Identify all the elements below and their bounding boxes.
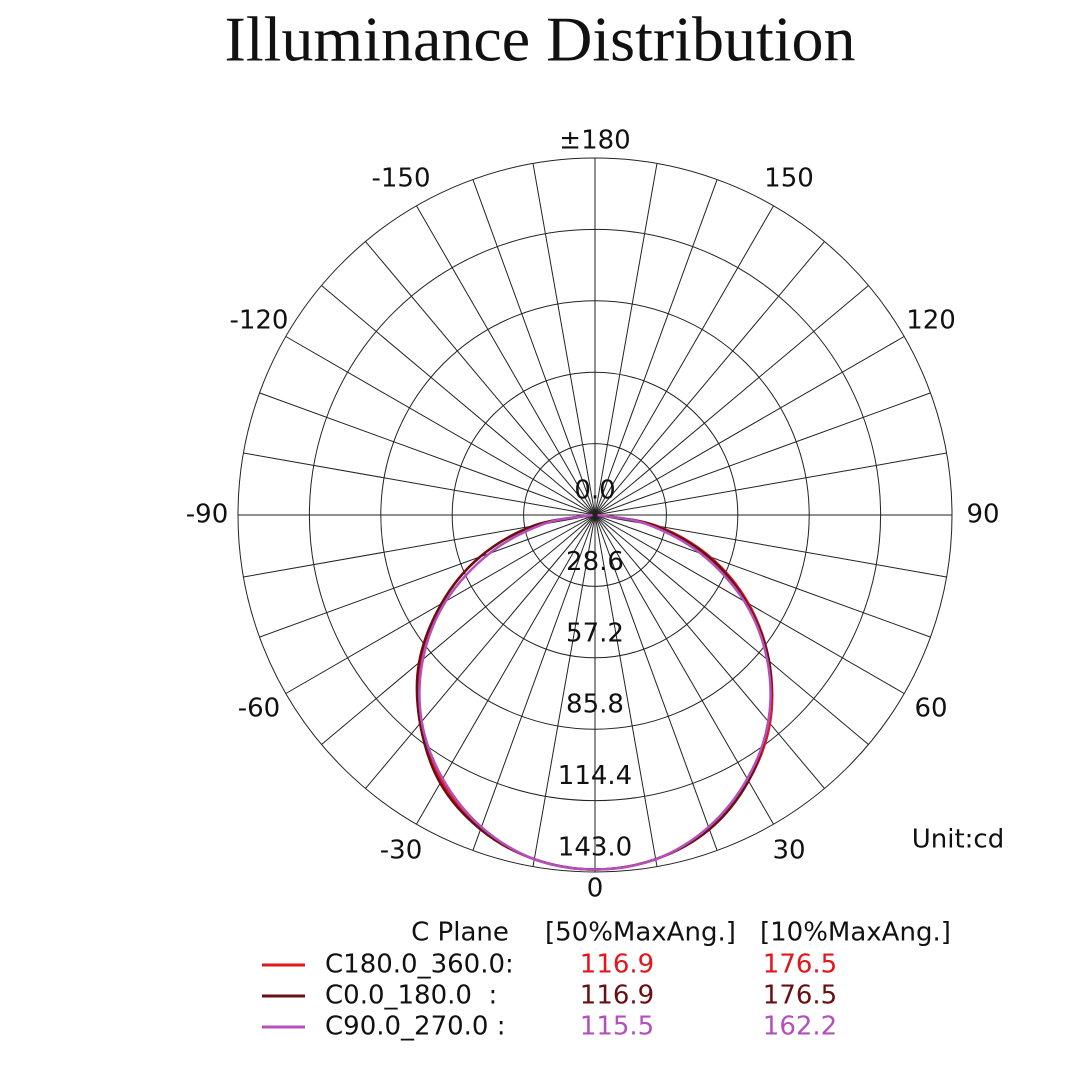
theta-tick-label: -90 [186,500,228,530]
unit-label: Unit:cd [912,825,1005,855]
spoke-line [594,205,774,516]
spoke-line [259,392,596,516]
spoke-line [472,179,596,516]
spoke-line [594,514,825,789]
spoke-line [594,514,658,867]
r-tick-label: 57.2 [566,618,624,648]
spoke-line [365,514,596,789]
chart-title: Illuminance Distribution [225,4,856,75]
spoke-line [594,285,869,516]
r-tick-label: 114.4 [558,761,632,791]
max-ang-10: 162.2 [763,1012,837,1042]
ring-line [523,443,667,587]
r-tick-label: 143.0 [558,833,632,863]
spoke-line [416,514,596,825]
spoke-line [321,285,596,516]
theta-tick-label: -120 [229,306,288,336]
theta-tick-label: 0 [587,874,604,904]
spoke-line [472,514,596,851]
spoke-line [594,514,931,638]
legend-header: [50%MaxAng.] [545,918,736,948]
spoke-line [243,452,596,516]
r-tick-label: 85.8 [566,690,624,720]
spoke-line [594,514,774,825]
theta-tick-label: 30 [772,836,805,866]
r-tick-label: 28.6 [566,547,624,577]
theta-tick-label: 60 [914,694,947,724]
spoke-line [285,336,596,516]
spoke-line [594,336,905,516]
max-ang-50: 116.9 [580,950,654,980]
spoke-line [321,514,596,745]
theta-tick-label: 150 [764,163,814,193]
ring-line [308,228,882,802]
theta-tick-label: 90 [966,500,999,530]
theta-tick-label: 120 [906,306,956,336]
max-ang-10: 176.5 [763,981,837,1011]
spoke-line [594,514,718,851]
theta-tick-label: -60 [238,694,280,724]
max-ang-50: 115.5 [580,1012,654,1042]
spoke-line [532,163,596,516]
spoke-line [259,514,596,638]
r-tick-label: 0.0 [574,476,615,506]
legend-label: C90.0_270.0 : [325,1012,506,1042]
series-line [418,513,772,871]
spoke-line [594,241,825,516]
spoke-line [594,514,869,745]
max-ang-50: 116.9 [580,981,654,1011]
legend-label: C0.0_180.0 : [325,981,497,1011]
ring-line [380,300,810,730]
spoke-line [594,163,658,516]
spoke-line [416,205,596,516]
spoke-line [365,241,596,516]
legend-label: C180.0_360.0: [325,950,514,980]
theta-tick-label: ±180 [559,126,630,156]
theta-tick-label: -30 [380,836,422,866]
spoke-line [594,179,718,516]
ring-line [451,371,739,659]
legend-header: [10%MaxAng.] [760,918,951,948]
spoke-line [532,514,596,867]
max-ang-10: 176.5 [763,950,837,980]
legend-header: C Plane [411,918,509,948]
spoke-line [594,452,947,516]
theta-tick-label: -150 [371,163,430,193]
spoke-line [594,392,931,516]
ring-line [237,157,953,873]
